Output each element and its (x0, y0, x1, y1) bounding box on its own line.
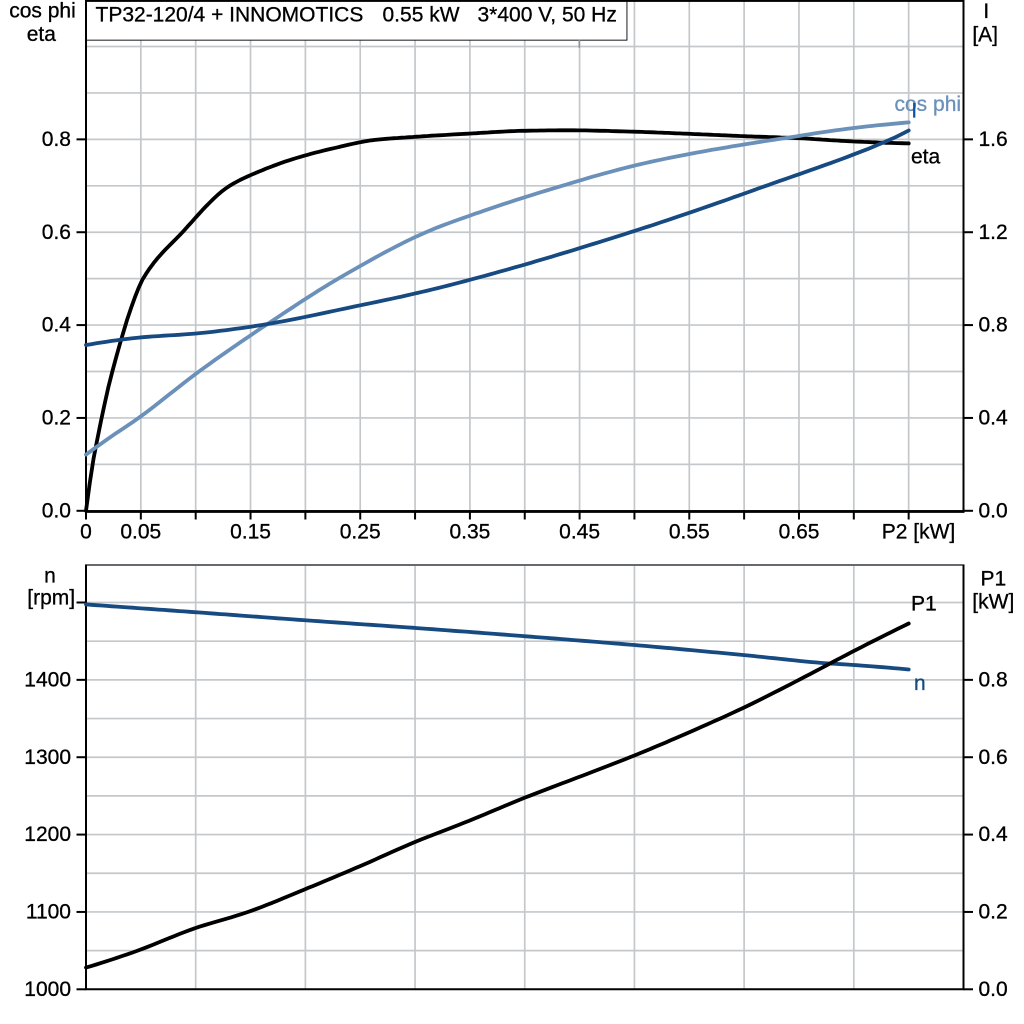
svg-text:0: 0 (80, 521, 92, 544)
svg-text:0.6: 0.6 (42, 221, 71, 244)
svg-text:1300: 1300 (24, 746, 71, 769)
svg-text:3*400 V, 50 Hz: 3*400 V, 50 Hz (478, 4, 617, 27)
svg-text:eta: eta (911, 146, 941, 169)
svg-text:P1: P1 (980, 567, 1006, 590)
svg-text:0.15: 0.15 (230, 521, 271, 544)
svg-text:1000: 1000 (24, 978, 71, 1001)
svg-text:n: n (44, 565, 56, 588)
svg-text:0.35: 0.35 (449, 521, 490, 544)
svg-text:I: I (983, 0, 989, 23)
svg-text:0.0: 0.0 (42, 499, 71, 522)
svg-text:0.4: 0.4 (979, 823, 1009, 846)
svg-text:TP32-120/4 + INNOMOTICS: TP32-120/4 + INNOMOTICS (96, 4, 364, 27)
svg-text:eta: eta (27, 23, 57, 46)
svg-text:0.0: 0.0 (979, 499, 1008, 522)
svg-text:cos phi: cos phi (9, 0, 76, 23)
svg-text:0.25: 0.25 (340, 521, 381, 544)
svg-text:0.05: 0.05 (120, 521, 161, 544)
svg-text:cos phi: cos phi (895, 93, 962, 116)
svg-text:0.6: 0.6 (979, 746, 1008, 769)
svg-text:0.4: 0.4 (42, 314, 72, 337)
svg-text:[kW]: [kW] (972, 590, 1014, 613)
svg-text:0.45: 0.45 (559, 521, 600, 544)
svg-text:P2 [kW]: P2 [kW] (882, 521, 956, 544)
svg-text:0.2: 0.2 (42, 407, 71, 430)
svg-text:[A]: [A] (972, 23, 998, 46)
svg-text:0.2: 0.2 (979, 901, 1008, 924)
svg-text:1100: 1100 (26, 901, 71, 924)
svg-text:I: I (911, 99, 917, 122)
svg-text:1.6: 1.6 (979, 128, 1008, 151)
svg-text:0.0: 0.0 (979, 978, 1008, 1001)
svg-text:0.4: 0.4 (979, 407, 1009, 430)
svg-text:0.8: 0.8 (979, 314, 1008, 337)
svg-text:1200: 1200 (24, 823, 71, 846)
svg-text:1.2: 1.2 (979, 221, 1008, 244)
svg-text:0.55 kW: 0.55 kW (383, 4, 460, 27)
svg-text:0.55: 0.55 (669, 521, 710, 544)
svg-text:n: n (914, 672, 926, 695)
svg-text:0.8: 0.8 (42, 128, 71, 151)
svg-text:0.8: 0.8 (979, 669, 1008, 692)
svg-text:[rpm]: [rpm] (27, 587, 75, 610)
svg-text:P1: P1 (911, 593, 937, 616)
svg-text:0.65: 0.65 (779, 521, 820, 544)
svg-text:1400: 1400 (24, 669, 71, 692)
